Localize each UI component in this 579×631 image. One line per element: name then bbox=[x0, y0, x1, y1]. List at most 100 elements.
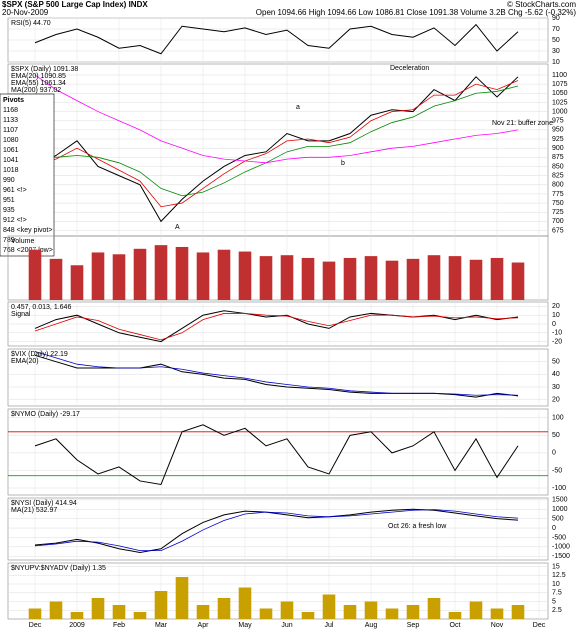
y-tick-label: 900 bbox=[552, 145, 564, 152]
bar bbox=[133, 612, 147, 619]
y-tick-label: 5 bbox=[552, 598, 556, 605]
bar bbox=[217, 249, 231, 300]
annotation: b bbox=[341, 160, 345, 167]
y-tick-label: 750 bbox=[552, 200, 564, 207]
y-tick-label: 90 bbox=[552, 15, 560, 22]
pivots-title: Pivots bbox=[3, 97, 24, 104]
y-tick-label: 875 bbox=[552, 154, 564, 161]
bar bbox=[133, 248, 147, 300]
annotation: Nov 21: buffer zone bbox=[492, 120, 553, 127]
panel-frame bbox=[7, 497, 549, 561]
pivot: 912 <!> bbox=[3, 217, 27, 224]
y-tick-label: 850 bbox=[552, 163, 564, 170]
pivot: 1080 bbox=[3, 137, 19, 144]
bar bbox=[70, 265, 84, 300]
panel-frame bbox=[7, 348, 549, 407]
series-line bbox=[34, 85, 519, 197]
y-tick-label: 775 bbox=[552, 191, 564, 198]
panel-title: Volume bbox=[11, 238, 34, 245]
y-tick-label: 30 bbox=[552, 384, 560, 391]
legend-entry: EMA(20) 1090.85 bbox=[11, 73, 66, 80]
chart-title: $SPX (S&P 500 Large Cap Index) INDX bbox=[2, 0, 148, 9]
source: © StockCharts.com bbox=[507, 0, 576, 9]
series-line bbox=[34, 508, 519, 553]
panel-title: $NYMO (Daily) -29.17 bbox=[11, 411, 80, 418]
series-line bbox=[34, 80, 519, 208]
pivot: 1061 bbox=[3, 147, 19, 154]
bar bbox=[448, 612, 462, 619]
bar bbox=[154, 245, 168, 300]
bar bbox=[112, 605, 126, 619]
pivot: 1133 bbox=[3, 117, 18, 124]
pivot: 789 bbox=[3, 237, 15, 244]
annotation: A bbox=[175, 224, 180, 231]
bar bbox=[70, 612, 84, 619]
y-tick-label: 825 bbox=[552, 172, 564, 179]
y-tick-label: 1000 bbox=[552, 506, 568, 513]
panel-title: $VIX (Daily) 22.19 bbox=[11, 351, 68, 358]
y-tick-label: 1025 bbox=[552, 99, 568, 106]
bar bbox=[217, 598, 231, 619]
y-tick-label: -50 bbox=[552, 467, 562, 474]
date: 20-Nov-2009 bbox=[2, 8, 49, 17]
panel-title: $NYSI (Daily) 414.94 bbox=[11, 500, 77, 507]
bar bbox=[511, 262, 525, 300]
bar bbox=[280, 255, 294, 300]
y-tick-label: 1000 bbox=[552, 108, 568, 115]
bar bbox=[364, 256, 378, 300]
bar bbox=[343, 257, 357, 300]
bar bbox=[154, 591, 168, 619]
x-tick-label: 2009 bbox=[69, 622, 85, 629]
y-tick-label: 40 bbox=[552, 371, 560, 378]
bar bbox=[490, 257, 504, 300]
bar bbox=[280, 601, 294, 619]
y-tick-label: 50 bbox=[552, 359, 560, 366]
x-tick-label: Dec bbox=[533, 622, 546, 629]
series-line bbox=[34, 509, 519, 552]
x-tick-label: Apr bbox=[198, 622, 210, 629]
y-tick-label: 7.5 bbox=[552, 590, 562, 597]
bar bbox=[490, 608, 504, 619]
bar bbox=[238, 251, 252, 300]
y-tick-label: 70 bbox=[552, 26, 560, 33]
panel-title: RSI(5) 44.70 bbox=[11, 20, 51, 27]
legend-entry: MA(21) 532.97 bbox=[11, 507, 57, 514]
panel-title: $NYUPV:$NYADV (Daily) 1.35 bbox=[11, 565, 106, 572]
bar bbox=[28, 249, 42, 300]
legend-entry: EMA(55) 1061.34 bbox=[11, 80, 66, 87]
series-line bbox=[34, 351, 519, 396]
x-tick-label: Nov bbox=[491, 622, 504, 629]
x-tick-label: Sep bbox=[407, 622, 420, 629]
x-tick-label: Feb bbox=[113, 622, 125, 629]
y-tick-label: 10 bbox=[552, 312, 560, 319]
y-tick-label: 10 bbox=[552, 59, 560, 66]
bar bbox=[259, 608, 273, 619]
bar bbox=[196, 605, 210, 619]
bar bbox=[301, 612, 315, 619]
panel-title: $SPX (Daily) 1091.38 bbox=[11, 66, 78, 73]
panel-frame bbox=[7, 408, 549, 496]
bar bbox=[322, 594, 336, 619]
y-tick-label: 1500 bbox=[552, 497, 568, 504]
series-line bbox=[34, 23, 519, 55]
x-tick-label: Jul bbox=[325, 622, 334, 629]
series-line bbox=[34, 424, 519, 486]
bar bbox=[406, 258, 420, 300]
y-tick-label: -1000 bbox=[552, 544, 570, 551]
bar bbox=[196, 252, 210, 300]
pivot: 848 <key pivot> bbox=[3, 227, 52, 234]
pivot: 990 bbox=[3, 177, 15, 184]
y-tick-label: 0 bbox=[552, 525, 556, 532]
series-line bbox=[34, 76, 519, 223]
series-line bbox=[34, 310, 519, 343]
y-tick-label: 675 bbox=[552, 227, 564, 234]
y-tick-label: -20 bbox=[552, 338, 562, 345]
y-tick-label: -1500 bbox=[552, 553, 570, 560]
annotation: Deceleration bbox=[390, 65, 429, 72]
quote: Open 1094.66 High 1094.66 Low 1086.81 Cl… bbox=[256, 8, 577, 17]
pivot: 935 bbox=[3, 207, 15, 214]
y-tick-label: 2.5 bbox=[552, 607, 562, 614]
y-tick-label: 1075 bbox=[552, 81, 568, 88]
x-tick-label: May bbox=[238, 622, 252, 629]
